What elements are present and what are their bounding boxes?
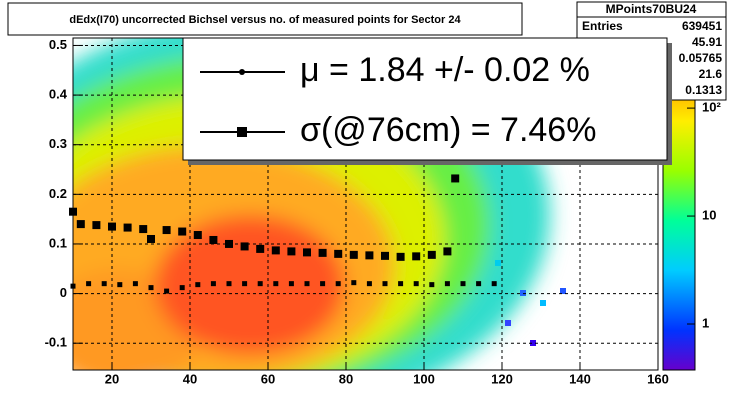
x-tick-label: 40 [183, 371, 197, 386]
profile-point [210, 281, 216, 287]
y-tick-label: 0.4 [49, 87, 68, 102]
profile-point [413, 281, 419, 287]
title-box [7, 2, 523, 36]
x-tick-label: 160 [647, 371, 669, 386]
profile-point [123, 223, 132, 232]
profile-point [70, 283, 76, 289]
profile-point [139, 225, 148, 234]
profile-point [335, 281, 341, 287]
profile-point [382, 281, 388, 287]
legend-label: μ = 1.84 +/- 0.02 % [300, 51, 590, 89]
x-tick-label: 120 [491, 371, 513, 386]
profile-point [178, 227, 187, 236]
profile-point [132, 281, 138, 287]
profile-point [242, 281, 248, 287]
z-tick-label: 10 [702, 207, 716, 222]
stats-value: 0.1313 [685, 83, 722, 97]
y-tick-label: 0 [60, 285, 67, 300]
x-tick-label: 100 [413, 371, 435, 386]
x-tick-label: 60 [261, 371, 275, 386]
profile-point [443, 247, 452, 256]
profile-point [334, 249, 343, 258]
y-tick-label: 0.1 [49, 235, 67, 250]
profile-point [304, 281, 310, 287]
profile-point [179, 285, 185, 291]
stats-title: MPoints70BU24 [606, 2, 697, 16]
profile-point [148, 285, 154, 291]
profile-point [381, 251, 389, 260]
profile-point [225, 239, 233, 248]
profile-point [366, 281, 372, 287]
profile-point [101, 281, 107, 287]
x-tick-label: 80 [339, 371, 353, 386]
y-tick-label: 0.3 [49, 136, 67, 151]
stats-value: 45.91 [692, 35, 722, 49]
profile-point [349, 250, 358, 259]
profile-point [396, 252, 405, 261]
profile-point [195, 282, 201, 288]
profile-point [398, 281, 404, 287]
profile-point [193, 231, 202, 240]
stats-value: 0.05765 [679, 51, 723, 65]
profile-point [92, 221, 101, 230]
profile-point [69, 207, 77, 216]
profile-point [287, 247, 296, 256]
x-tick-label: 140 [569, 371, 591, 386]
profile-point [164, 288, 170, 294]
profile-point [365, 251, 374, 260]
profile-point [412, 252, 421, 261]
y-tick-label: -0.1 [45, 335, 67, 350]
profile-point [209, 235, 218, 244]
profile-point [226, 281, 232, 287]
profile-point [117, 282, 123, 288]
profile-point [427, 250, 436, 259]
profile-point [147, 234, 155, 243]
profile-point [476, 281, 482, 287]
legend: μ = 1.84 +/- 0.02 % σ(@76cm) = 7.46% [182, 37, 672, 165]
z-tick-label: 10² [702, 100, 721, 115]
stats-value: 21.6 [699, 67, 723, 81]
x-tick-label: 20 [105, 371, 119, 386]
y-tick-label: 0.5 [49, 37, 67, 52]
profile-point [273, 281, 279, 287]
profile-point [429, 282, 435, 288]
profile-point [288, 281, 294, 287]
stats-label: Entries [582, 19, 623, 33]
profile-point [451, 174, 460, 183]
profile-point [162, 226, 171, 235]
profile-point [271, 246, 280, 255]
profile-point [320, 281, 326, 287]
profile-point [76, 220, 85, 229]
profile-point [86, 281, 92, 287]
profile-point [491, 281, 497, 287]
y-tick-label: 0.2 [49, 186, 67, 201]
z-tick-label: 1 [702, 315, 709, 330]
profile-point [318, 248, 327, 257]
profile-point [240, 242, 249, 251]
profile-point [257, 281, 263, 287]
profile-point [108, 222, 116, 231]
stats-value: 639451 [682, 19, 722, 33]
legend-label: σ(@76cm) = 7.46% [300, 111, 596, 149]
profile-point [303, 248, 311, 257]
profile-point [444, 281, 450, 287]
profile-point [256, 244, 265, 253]
profile-point [460, 281, 466, 287]
chart-title: dEdx(I70) uncorrected Bichsel versus no.… [69, 14, 461, 26]
profile-point [351, 280, 357, 286]
